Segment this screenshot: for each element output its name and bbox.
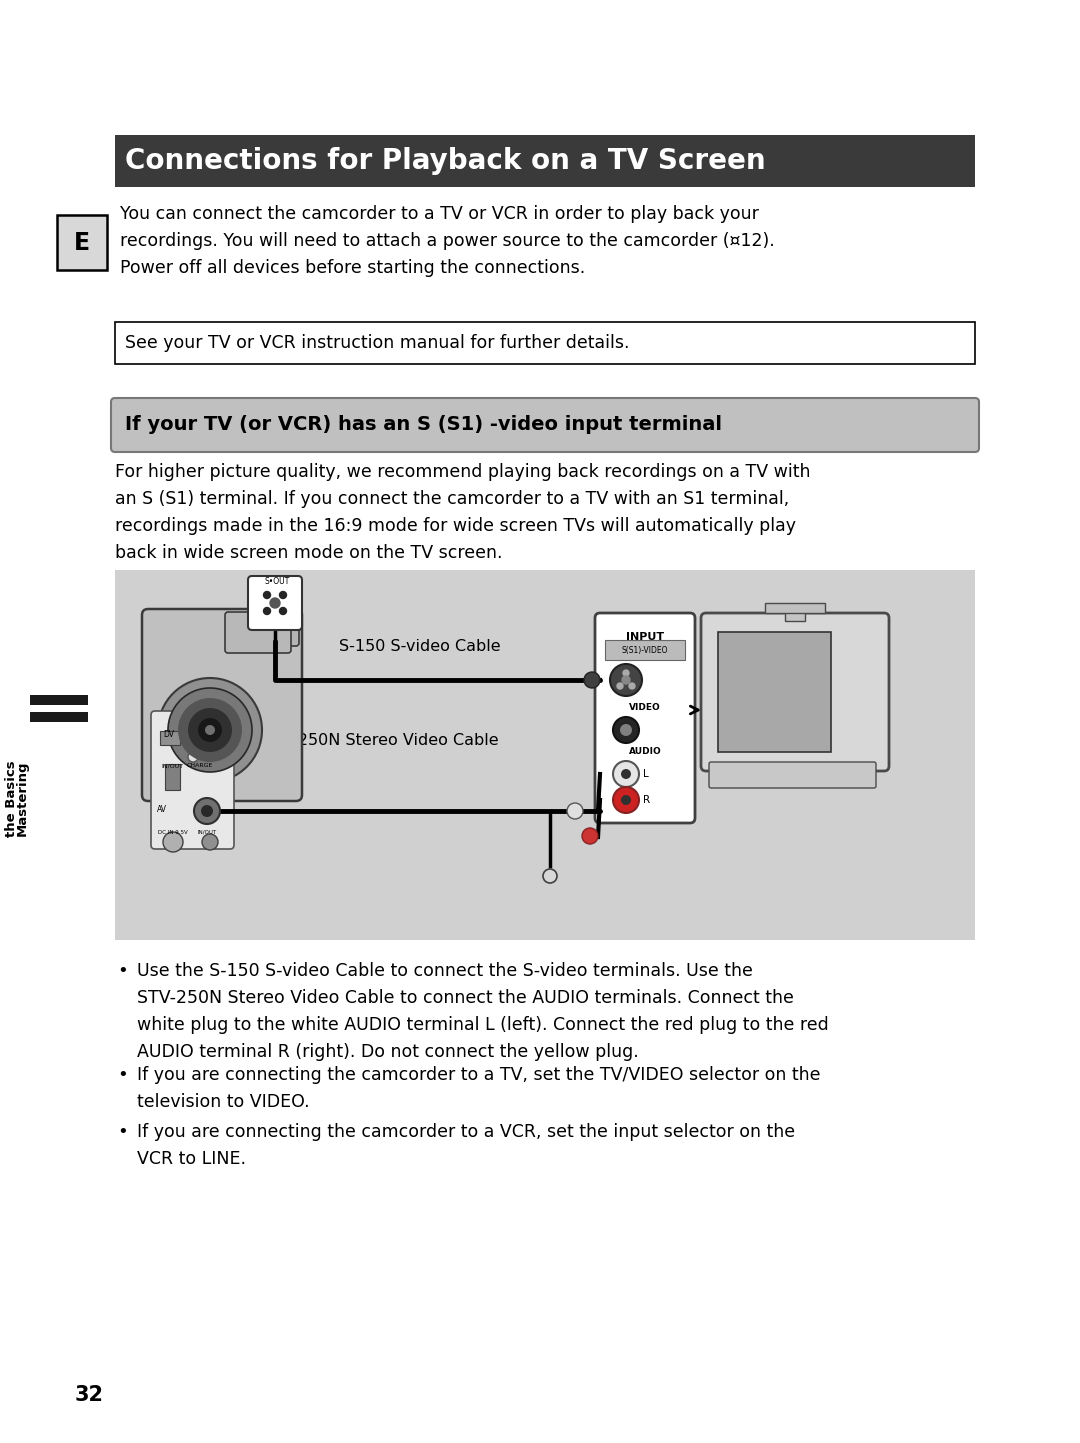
Text: See your TV or VCR instruction manual for further details.: See your TV or VCR instruction manual fo…: [125, 333, 630, 352]
Text: If you are connecting the camcorder to a VCR, set the input selector on the
VCR : If you are connecting the camcorder to a…: [137, 1123, 795, 1167]
Text: INPUT: INPUT: [626, 632, 664, 642]
FancyBboxPatch shape: [111, 398, 978, 452]
FancyBboxPatch shape: [151, 711, 234, 848]
Circle shape: [280, 608, 286, 615]
Circle shape: [582, 828, 598, 844]
Circle shape: [163, 833, 183, 851]
Text: S(S1)-VIDEO: S(S1)-VIDEO: [622, 645, 669, 655]
Circle shape: [623, 670, 629, 675]
Circle shape: [621, 769, 631, 779]
Text: Use the S-150 S-video Cable to connect the S-video terminals. Use the
STV-250N S: Use the S-150 S-video Cable to connect t…: [137, 962, 828, 1061]
Circle shape: [264, 608, 270, 615]
Circle shape: [158, 678, 262, 782]
Text: S•OUT: S•OUT: [265, 577, 289, 586]
Text: For higher picture quality, we recommend playing back recordings on a TV with
an: For higher picture quality, we recommend…: [114, 463, 810, 563]
Text: 32: 32: [75, 1385, 104, 1405]
Bar: [114, 136, 975, 188]
Circle shape: [567, 802, 583, 820]
Text: Connections for Playback on a TV Screen: Connections for Playback on a TV Screen: [125, 147, 766, 175]
Text: •: •: [117, 962, 127, 980]
Bar: [785, 608, 805, 620]
Circle shape: [205, 724, 215, 734]
Text: If your TV (or VCR) has an S (S1) -video input terminal: If your TV (or VCR) has an S (S1) -video…: [125, 416, 723, 434]
Text: Mastering: Mastering: [15, 760, 28, 835]
Circle shape: [613, 786, 639, 812]
Text: L: L: [643, 769, 649, 779]
Circle shape: [620, 724, 632, 736]
Bar: [765, 603, 825, 613]
Text: •: •: [117, 1066, 127, 1084]
Bar: [114, 570, 975, 939]
FancyBboxPatch shape: [264, 612, 299, 646]
Text: DC IN 9.5V: DC IN 9.5V: [158, 830, 188, 835]
Text: If you are connecting the camcorder to a TV, set the TV/VIDEO selector on the
te: If you are connecting the camcorder to a…: [137, 1066, 821, 1111]
Circle shape: [613, 717, 639, 743]
Circle shape: [264, 592, 270, 599]
FancyBboxPatch shape: [141, 609, 302, 801]
Circle shape: [621, 795, 631, 805]
Circle shape: [622, 675, 630, 684]
Text: STV-250N Stereo Video Cable: STV-250N Stereo Video Cable: [261, 733, 498, 747]
Circle shape: [178, 698, 242, 762]
Circle shape: [194, 798, 220, 824]
Bar: [30, 711, 87, 722]
Circle shape: [168, 688, 252, 772]
Text: the Basics: the Basics: [5, 760, 18, 837]
Bar: [114, 322, 975, 364]
Text: You can connect the camcorder to a TV or VCR in order to play back your
recordin: You can connect the camcorder to a TV or…: [120, 205, 774, 277]
Circle shape: [610, 664, 642, 696]
Text: •: •: [117, 1123, 127, 1141]
Text: IN/OUT: IN/OUT: [161, 763, 184, 768]
FancyBboxPatch shape: [248, 576, 302, 631]
Circle shape: [188, 752, 198, 762]
Bar: [30, 696, 87, 706]
Circle shape: [617, 683, 623, 688]
Text: DV: DV: [163, 730, 174, 739]
Text: E: E: [73, 231, 90, 254]
Bar: [718, 632, 831, 752]
Circle shape: [202, 834, 218, 850]
FancyBboxPatch shape: [225, 612, 291, 654]
Circle shape: [629, 683, 635, 688]
Text: CHARGE: CHARGE: [187, 763, 214, 768]
Text: IN/OUT: IN/OUT: [197, 830, 216, 835]
Bar: [160, 732, 180, 745]
Text: AUDIO: AUDIO: [629, 747, 661, 756]
Circle shape: [543, 869, 557, 883]
Bar: [57, 215, 107, 270]
Text: S-150 S-video Cable: S-150 S-video Cable: [339, 639, 501, 654]
Circle shape: [270, 597, 280, 608]
Circle shape: [201, 805, 213, 817]
Circle shape: [198, 719, 222, 742]
Circle shape: [613, 760, 639, 786]
FancyBboxPatch shape: [595, 613, 696, 823]
Circle shape: [188, 709, 232, 752]
Text: VIDEO: VIDEO: [630, 703, 661, 711]
Bar: [605, 641, 685, 659]
FancyBboxPatch shape: [701, 613, 889, 771]
Text: R: R: [643, 795, 650, 805]
FancyBboxPatch shape: [708, 762, 876, 788]
Circle shape: [280, 592, 286, 599]
Circle shape: [584, 672, 600, 688]
Text: AV: AV: [157, 805, 167, 814]
Bar: [165, 763, 180, 789]
